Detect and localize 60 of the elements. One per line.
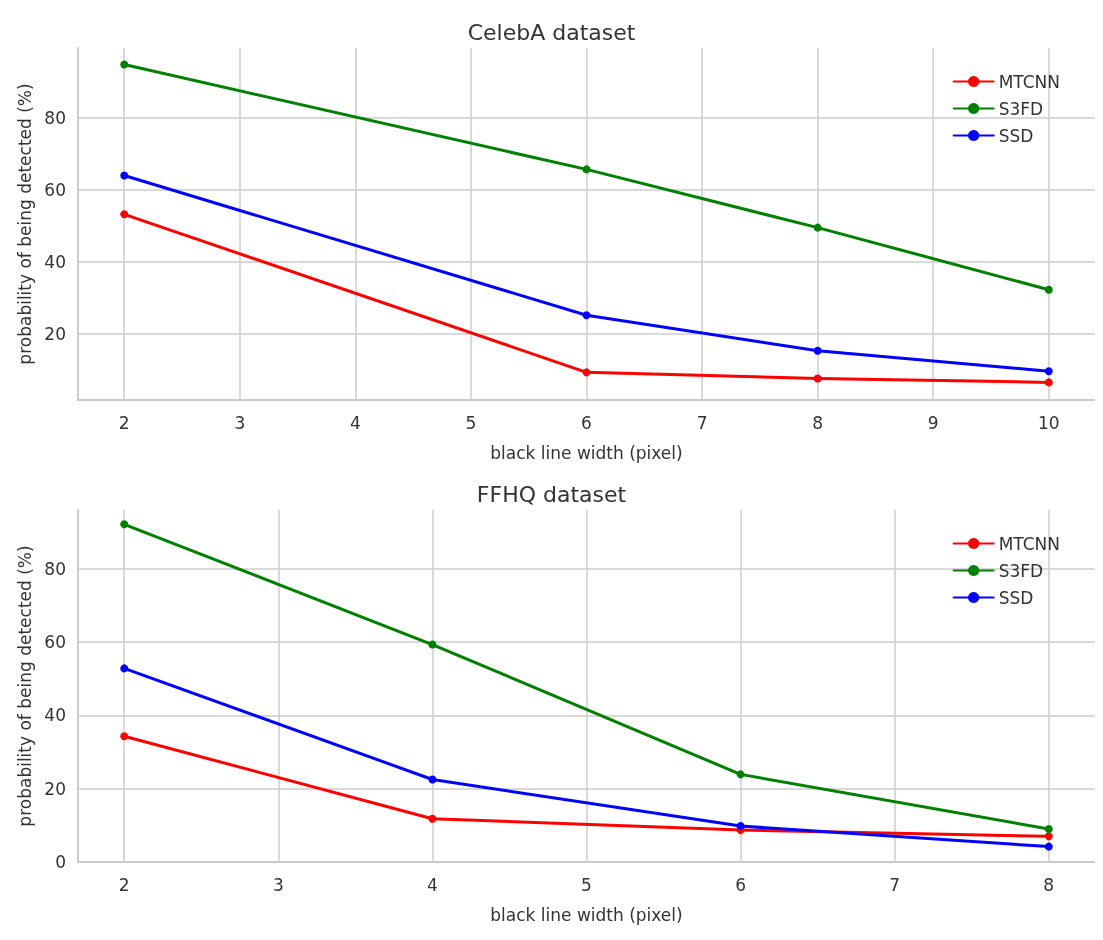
y-axis-title: probability of being detected (%) [14, 545, 35, 827]
point [582, 165, 591, 174]
point [428, 640, 437, 649]
y-tick-label: 20 [44, 323, 66, 344]
point [428, 775, 437, 784]
point [1044, 825, 1053, 833]
point [1044, 842, 1053, 851]
point [1044, 378, 1053, 387]
legend-label: SSD [998, 125, 1034, 146]
x-tick-label: 2 [118, 412, 130, 433]
y-tick-label: 40 [44, 705, 66, 726]
x-tick-label: 5 [465, 412, 477, 433]
point [120, 520, 129, 529]
y-axis-title: probability of being detected (%) [14, 83, 35, 365]
point [1044, 367, 1053, 376]
point [1044, 285, 1053, 294]
point [120, 60, 129, 69]
legend-label: MTCNN [998, 71, 1060, 92]
x-tick-label: 6 [735, 874, 746, 895]
legend-label: SSD [998, 587, 1034, 608]
x-tick-label: 4 [427, 874, 438, 895]
y-tick-label: 60 [44, 632, 66, 652]
point [813, 346, 822, 355]
point [582, 368, 591, 377]
point [813, 223, 822, 232]
x-tick-label: 5 [581, 874, 592, 895]
x-tick-label: 7 [889, 874, 901, 895]
legend-label: MTCNN [998, 533, 1060, 554]
x-tick-label: 6 [581, 412, 592, 433]
x-tick-label: 4 [349, 412, 361, 433]
point [428, 814, 437, 823]
x-tick-label: 10 [1037, 412, 1060, 433]
y-tick-label: 40 [44, 251, 66, 272]
x-tick-label: 8 [1043, 874, 1055, 895]
point [120, 732, 129, 741]
point [1044, 832, 1053, 841]
y-tick-label: 20 [44, 778, 66, 799]
point [582, 311, 591, 320]
chart-title: CelebA dataset [467, 19, 636, 45]
x-tick-label: 3 [272, 874, 284, 895]
y-tick-label: 0 [55, 852, 66, 872]
point [120, 664, 129, 673]
y-tick-label: 80 [44, 108, 66, 129]
x-axis-title: black line width (pixel) [490, 442, 683, 463]
legend-label: S3FD [998, 98, 1044, 119]
x-tick-label: 8 [812, 412, 824, 433]
chart-title: FFHQ dataset [476, 481, 627, 507]
x-axis-title: black line width (pixel) [490, 904, 683, 925]
x-tick-label: 9 [927, 412, 939, 433]
y-tick-label: 60 [44, 179, 66, 200]
point [120, 210, 129, 219]
x-tick-label: 7 [696, 412, 708, 433]
y-tick-label: 80 [44, 558, 66, 579]
x-tick-label: 3 [234, 412, 246, 433]
x-tick-label: 2 [118, 874, 130, 895]
point [813, 374, 822, 383]
point [120, 171, 129, 180]
point [736, 822, 745, 831]
legend-label: S3FD [998, 560, 1044, 581]
point [736, 770, 745, 779]
